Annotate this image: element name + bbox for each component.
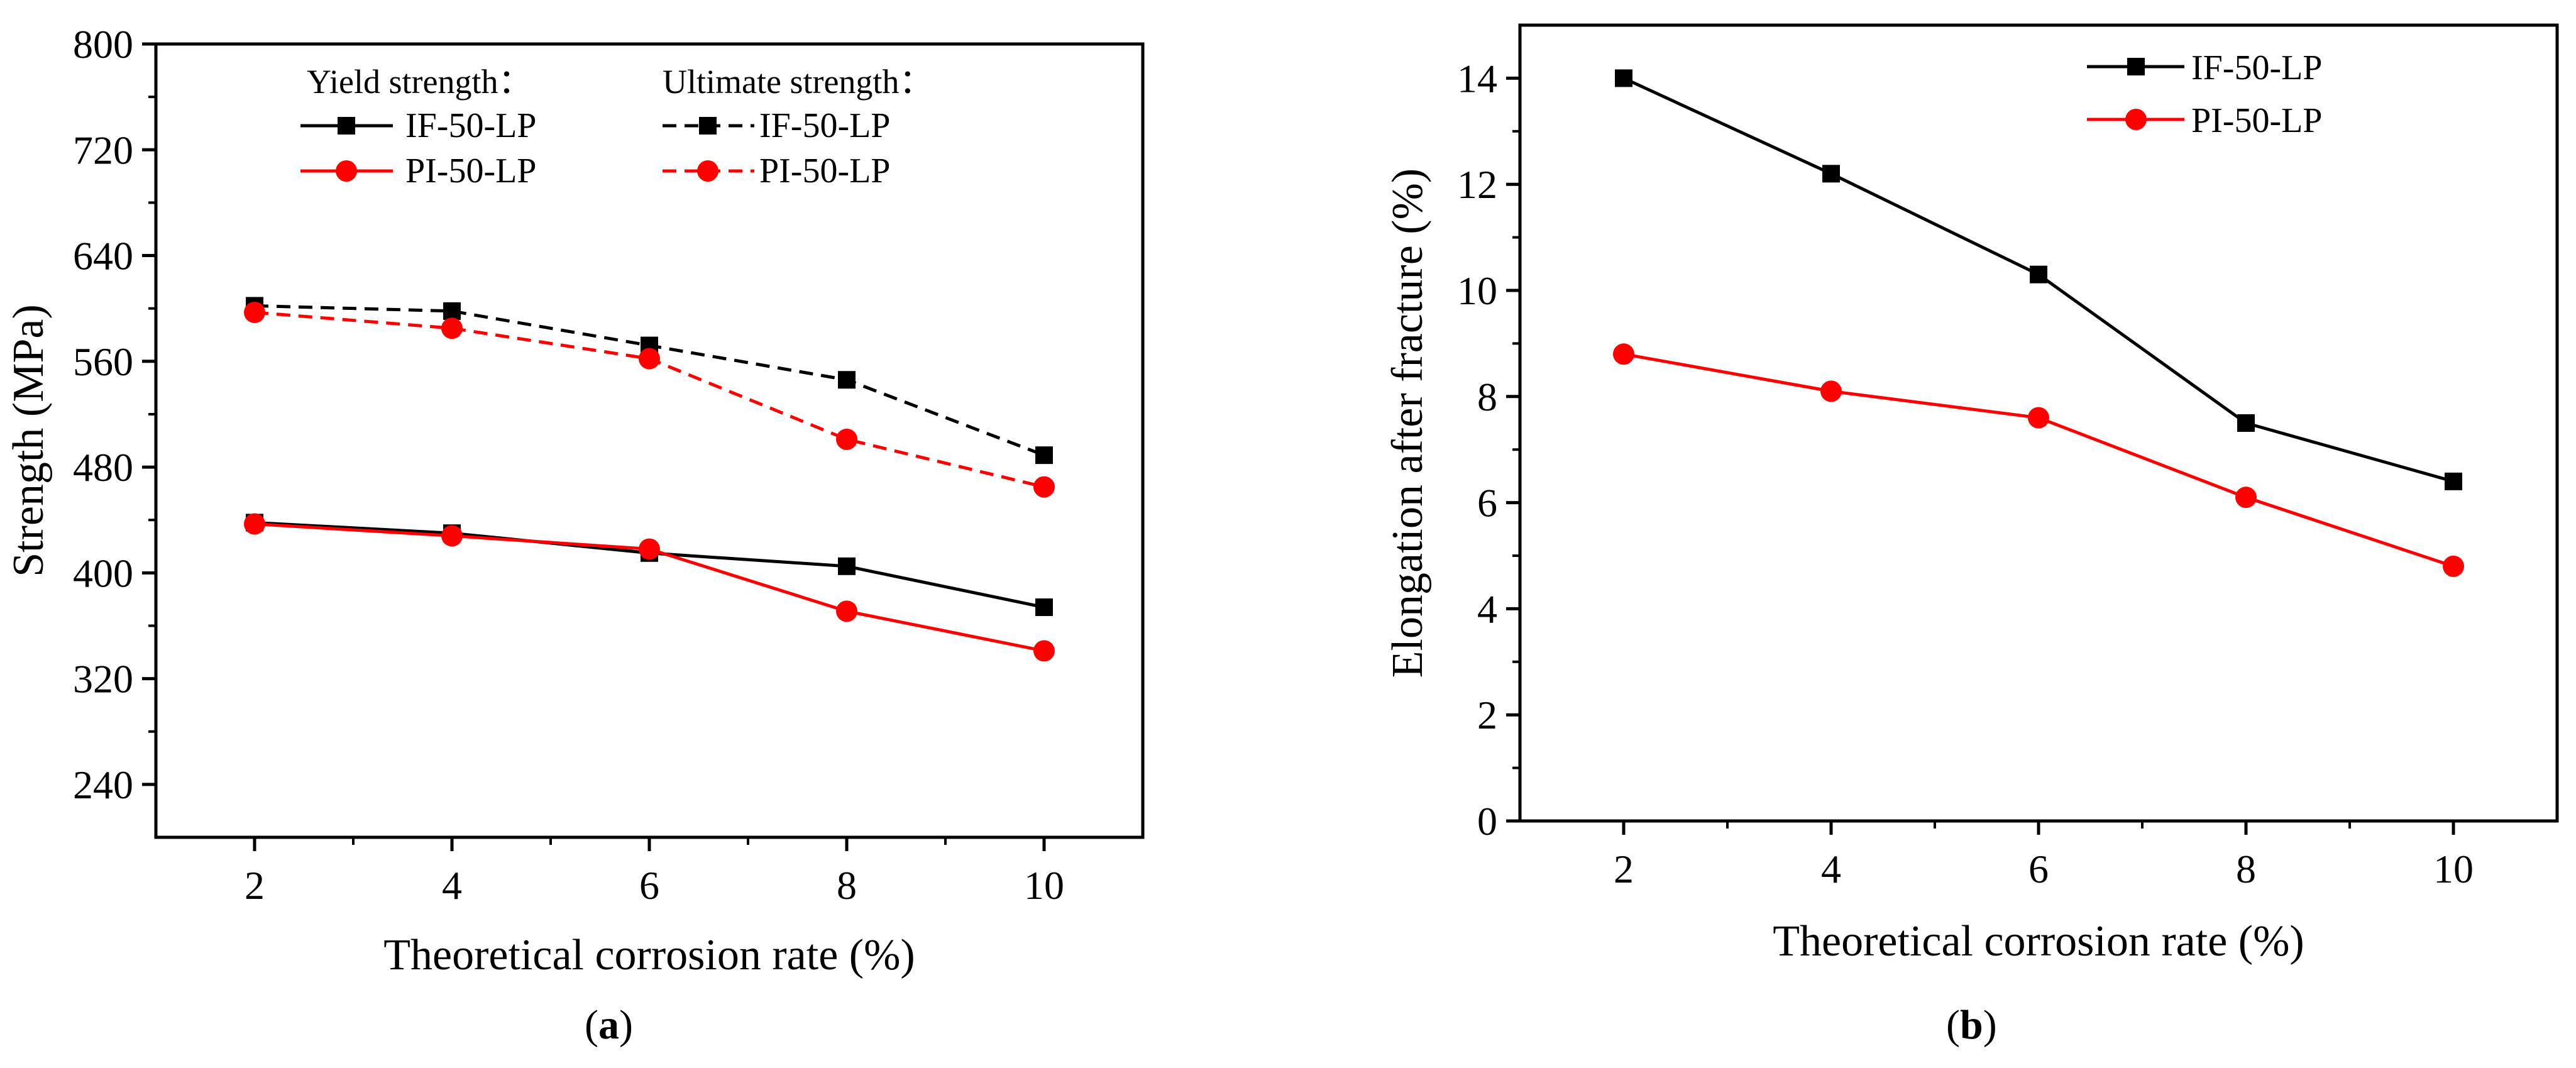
- panel-a-series: [244, 297, 1055, 662]
- y-tick-label: 14: [1457, 56, 1497, 101]
- data-point-circle: [2028, 407, 2049, 429]
- data-point-square: [1822, 165, 1840, 183]
- panel-a-legend: Yield strength： Ultimate strength： IF-50…: [300, 63, 933, 190]
- data-point-square: [838, 557, 856, 575]
- x-tick-label: 6: [639, 863, 659, 908]
- data-point-circle: [1613, 343, 1634, 365]
- x-tick-label: 2: [1614, 847, 1634, 891]
- data-point-square: [443, 302, 461, 320]
- panel-a-plot-frame: [154, 42, 1145, 839]
- legend-yield-if-marker: [338, 117, 355, 135]
- series-line-b-1: [1623, 352, 2454, 568]
- legend-b-if-label: IF-50-LP: [2191, 48, 2322, 87]
- legend-yield-pi-marker: [336, 160, 357, 182]
- x-tick-label: 10: [2433, 847, 2474, 891]
- data-point-circle: [441, 525, 463, 547]
- series-line-a-0: [254, 520, 1045, 609]
- x-tick-label: 6: [2028, 847, 2049, 891]
- x-tick-label: 8: [2236, 847, 2256, 891]
- y-tick-label: 10: [1457, 268, 1497, 313]
- legend-ult-if-marker: [699, 117, 717, 135]
- data-point-square: [1615, 69, 1632, 87]
- legend-ult-if-label: IF-50-LP: [759, 106, 890, 145]
- x-tick-label: 2: [245, 863, 265, 908]
- panel-a-ticks: 2 4 6 8 10 240 320 400 480 560 640 720 800: [73, 22, 1064, 908]
- y-tick-label: 800: [73, 22, 133, 67]
- legend-group-yield-heading: Yield strength：: [307, 63, 532, 101]
- y-tick-label: 480: [73, 445, 133, 490]
- data-point-circle: [2443, 555, 2464, 577]
- y-tick-label: 12: [1457, 162, 1497, 207]
- panel-b-ylabel: Elongation after fracture (%): [1384, 168, 1432, 678]
- y-tick-label: 400: [73, 551, 133, 595]
- panel-a: 2 4 6 8 10 240 320 400 480 560 640 720 800 Strength …: [4, 22, 1145, 1048]
- x-tick-label: 4: [1821, 847, 1841, 891]
- y-tick-label: 8: [1477, 375, 1497, 419]
- legend-ult-pi-marker: [697, 160, 718, 182]
- panel-b-xlabel: Theoretical corrosion rate (%): [1773, 917, 2304, 966]
- legend-group-ultimate-heading: Ultimate strength：: [663, 63, 933, 101]
- y-tick-label: 720: [73, 128, 133, 172]
- x-tick-label: 4: [442, 863, 462, 908]
- data-point-circle: [2235, 487, 2257, 509]
- panel-a-caption: (a): [585, 1002, 633, 1048]
- data-point-square: [838, 371, 856, 389]
- legend-b-if-marker: [2127, 58, 2145, 75]
- data-point-circle: [244, 301, 265, 323]
- x-tick-label: 8: [837, 863, 857, 908]
- y-tick-label: 240: [73, 762, 133, 807]
- y-tick-label: 6: [1477, 481, 1497, 526]
- y-tick-label: 320: [73, 657, 133, 702]
- y-tick-label: 2: [1477, 693, 1497, 737]
- data-point-circle: [244, 513, 265, 535]
- y-tick-label: 0: [1477, 799, 1497, 844]
- data-point-square: [1035, 446, 1053, 465]
- panel-b: 2 4 6 8 10 0 2 4 6 8 10 12 14 Elongation after fract…: [1384, 23, 2559, 1048]
- panel-b-series: [1613, 69, 2464, 577]
- legend-b-pi-marker: [2125, 109, 2147, 130]
- y-tick-label: 4: [1477, 586, 1497, 631]
- panel-b-legend: IF-50-LP PI-50-LP: [2087, 48, 2322, 140]
- data-point-circle: [1820, 380, 1842, 402]
- data-point-square: [2445, 472, 2462, 490]
- data-point-circle: [639, 348, 660, 370]
- data-point-circle: [1033, 476, 1055, 498]
- legend-yield-pi-label: PI-50-LP: [405, 151, 536, 190]
- data-point-square: [2237, 414, 2255, 432]
- y-tick-label: 560: [73, 339, 133, 384]
- panel-b-ticks: 2 4 6 8 10 0 2 4 6 8 10 12 14: [1457, 56, 2474, 891]
- data-point-circle: [639, 538, 660, 560]
- panel-b-caption: (b): [1946, 1002, 1997, 1048]
- x-tick-label: 10: [1024, 863, 1064, 908]
- data-point-circle: [836, 428, 857, 450]
- data-point-circle: [1033, 640, 1055, 662]
- data-point-circle: [441, 317, 463, 339]
- series-line-a-2: [254, 304, 1045, 457]
- legend-ult-pi-label: PI-50-LP: [759, 151, 890, 190]
- data-point-square: [1035, 598, 1053, 617]
- data-point-square: [2030, 265, 2047, 284]
- y-tick-label: 640: [73, 234, 133, 278]
- panel-a-ylabel: Strength (MPa): [4, 304, 53, 577]
- panel-a-xlabel: Theoretical corrosion rate (%): [383, 931, 915, 979]
- data-point-circle: [836, 600, 857, 622]
- legend-yield-if-label: IF-50-LP: [405, 106, 536, 145]
- legend-b-pi-label: PI-50-LP: [2191, 101, 2322, 140]
